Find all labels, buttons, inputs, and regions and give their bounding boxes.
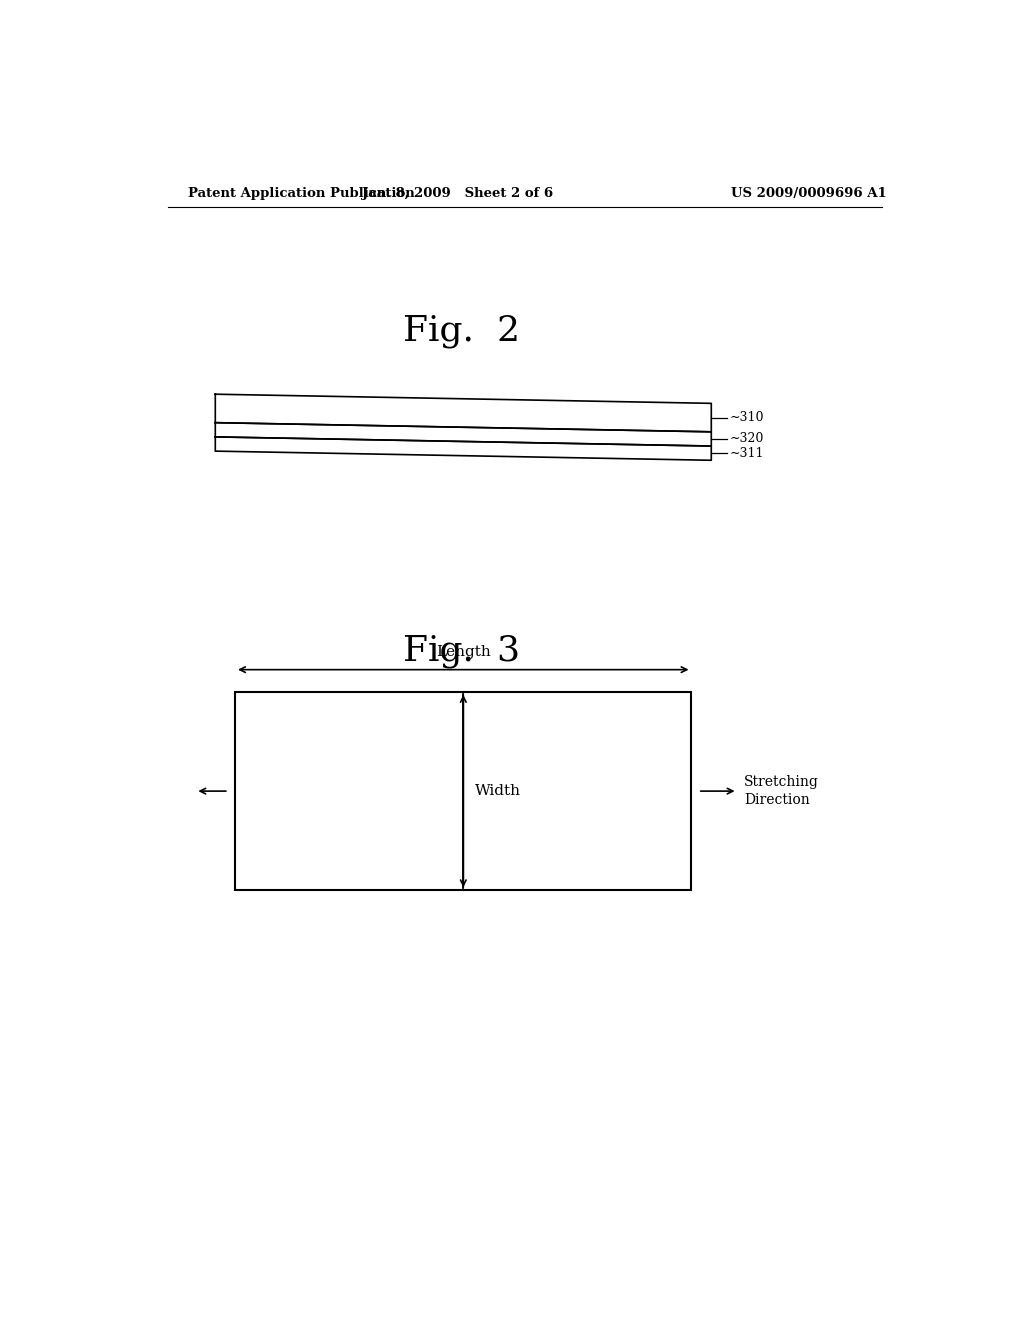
Text: Fig.  3: Fig. 3 [402, 635, 520, 668]
Polygon shape [215, 437, 712, 461]
Text: US 2009/0009696 A1: US 2009/0009696 A1 [731, 187, 887, 201]
Text: ∼320: ∼320 [729, 433, 764, 445]
Text: Width: Width [475, 784, 521, 799]
Text: Stretching
Direction: Stretching Direction [743, 775, 819, 808]
Text: ∼310: ∼310 [729, 411, 764, 424]
Polygon shape [215, 395, 712, 432]
Polygon shape [215, 422, 712, 446]
Text: Fig.  2: Fig. 2 [402, 314, 520, 348]
Text: Jan. 8, 2009   Sheet 2 of 6: Jan. 8, 2009 Sheet 2 of 6 [361, 187, 553, 201]
Text: ∼311: ∼311 [729, 446, 764, 459]
Text: Patent Application Publication: Patent Application Publication [187, 187, 415, 201]
Text: Length: Length [436, 645, 490, 660]
Bar [236, 692, 691, 890]
